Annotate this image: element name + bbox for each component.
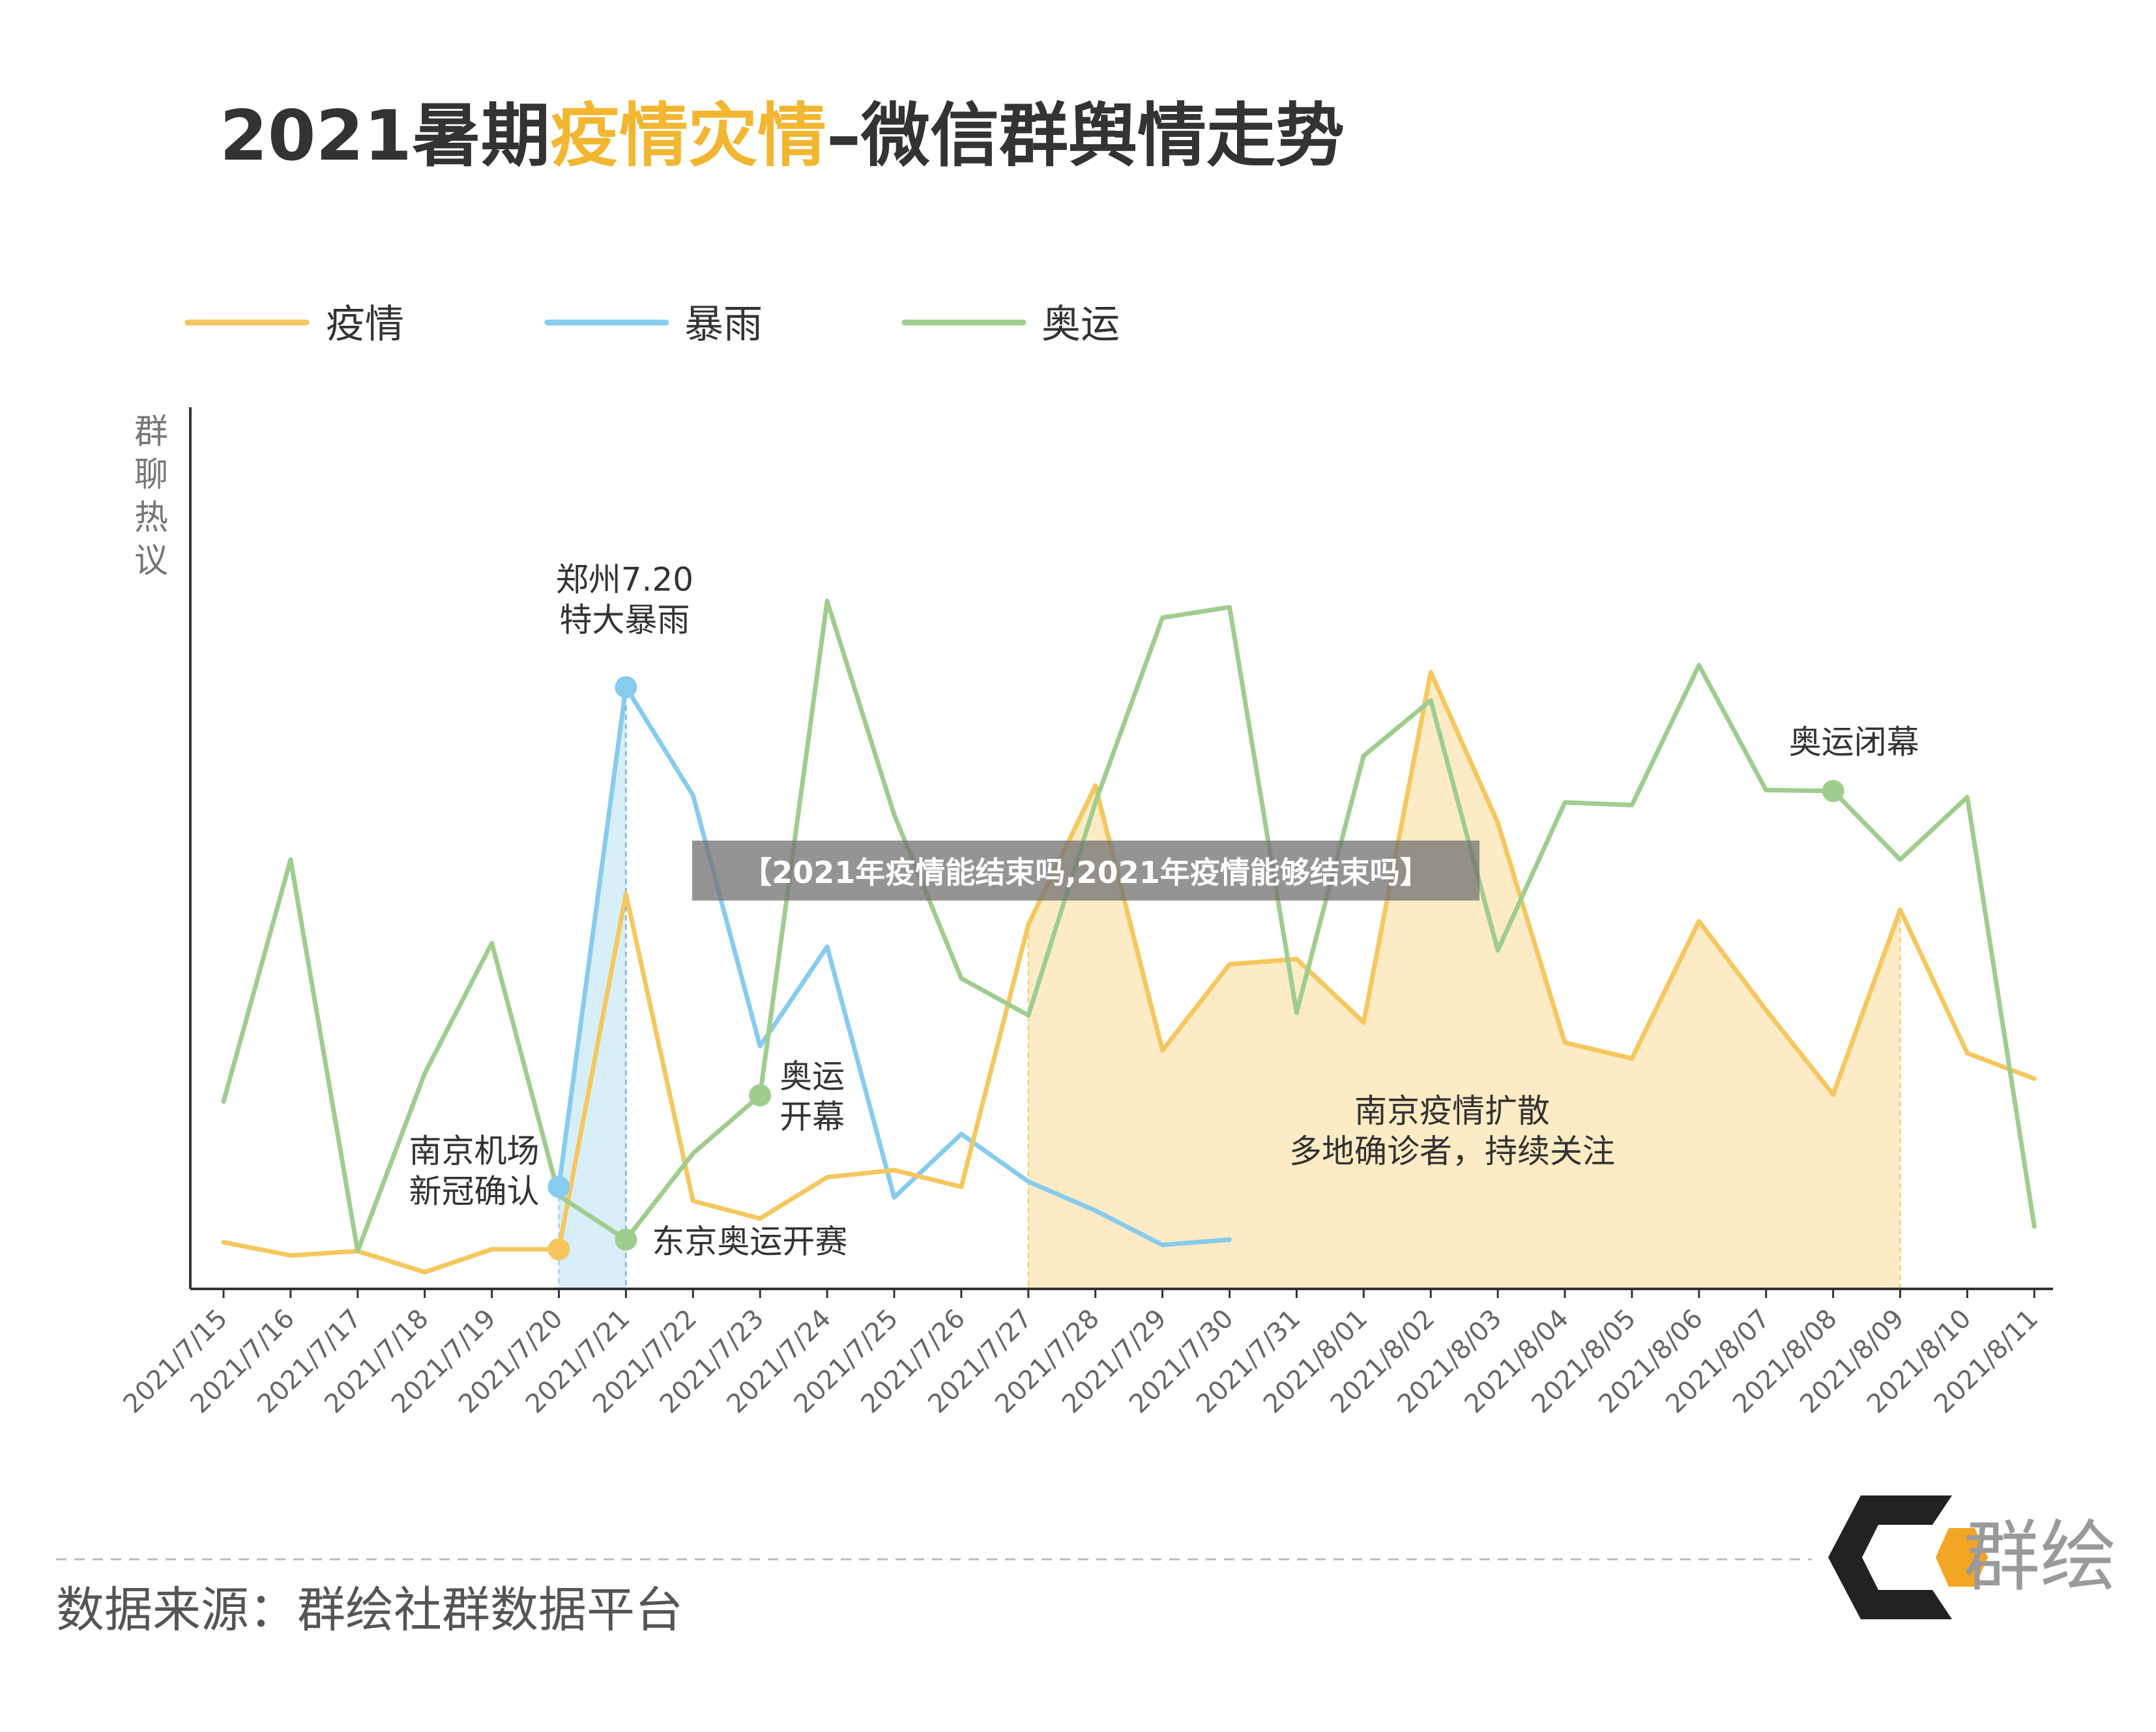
logo: 群绘 xyxy=(1828,1495,2117,1619)
highlight-area xyxy=(559,687,626,1289)
legend: 疫情 暴雨 奥运 xyxy=(184,302,1120,347)
logo-hexagon-icon xyxy=(1828,1495,1952,1619)
logo-wordmark: 群绘 xyxy=(1963,1512,2117,1602)
annotation-marker xyxy=(1822,779,1844,802)
annotation-marker xyxy=(547,1176,570,1198)
annotation-text: 新冠确认 xyxy=(409,1172,540,1210)
legend-label-rainstorm: 暴雨 xyxy=(684,302,763,347)
logo-core-icon xyxy=(1936,1528,1988,1587)
annotation-text: 奥运闭幕 xyxy=(1789,723,1919,761)
epidemic-marker xyxy=(547,1238,570,1261)
annotation-text: 南京疫情扩散 xyxy=(1354,1092,1550,1130)
annotation-text: 郑州7.20 xyxy=(556,561,693,599)
y-axis-label-char: 聊 xyxy=(134,455,168,495)
series-line-olympics xyxy=(221,598,2037,1254)
highlight-area xyxy=(1028,672,1901,1289)
annotation-marker xyxy=(749,1084,772,1106)
watermark-banner: 【2021年疫情能结束吗,2021年疫情能够结束吗】 xyxy=(692,841,1479,901)
annotation-text: 南京机场 xyxy=(409,1132,540,1170)
chart-title: 2021暑期疫情灾情–微信群舆情走势 xyxy=(220,96,1345,176)
annotation-marker xyxy=(615,1228,637,1251)
title-part-3: –微信群舆情走势 xyxy=(826,96,1345,176)
y-axis-label-char: 热 xyxy=(134,498,168,538)
data-source-note: 数据来源：群绘社群数据平台 xyxy=(56,1582,683,1638)
title-part-2: 疫情灾情 xyxy=(550,96,826,176)
y-axis-label-char: 群 xyxy=(134,412,168,452)
y-axis-label-char: 议 xyxy=(134,541,168,581)
plot-area: 2021/7/152021/7/162021/7/172021/7/182021… xyxy=(118,407,2053,1419)
series-line-epidemic xyxy=(221,670,2037,1275)
annotation-text: 特大暴雨 xyxy=(559,601,690,639)
legend-label-epidemic: 疫情 xyxy=(326,302,404,347)
series-line-rainstorm xyxy=(557,685,1232,1247)
title-part-1: 2021暑期 xyxy=(220,96,550,176)
annotation-text: 奥运 xyxy=(779,1058,845,1095)
annotation-text: 开幕 xyxy=(779,1098,845,1136)
annotation-marker xyxy=(615,676,637,699)
legend-label-olympics: 奥运 xyxy=(1042,302,1120,347)
annotation-text: 多地确诊者，持续关注 xyxy=(1289,1133,1615,1170)
annotation-text: 东京奥运开赛 xyxy=(652,1222,847,1260)
